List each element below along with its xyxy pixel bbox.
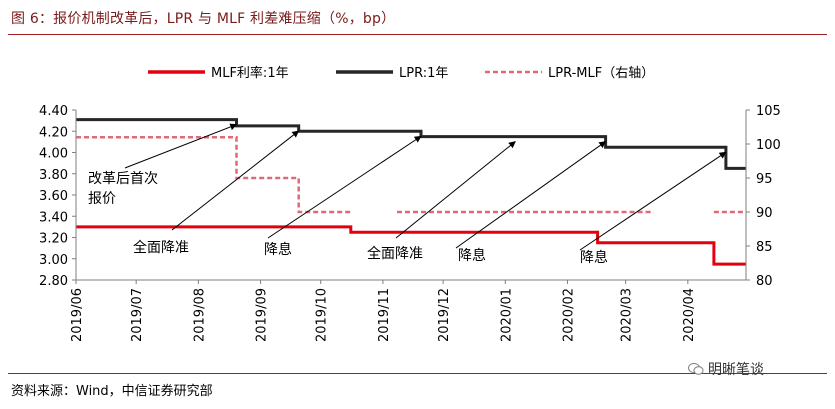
x-tick-label: 2019/12 bbox=[437, 288, 452, 342]
figure-title: 图 6：报价机制改革后，LPR 与 MLF 利差难压缩（%，bp） bbox=[11, 11, 396, 27]
y-left-tick-label: 2.80 bbox=[39, 274, 68, 289]
x-tick-label: 2020/01 bbox=[499, 288, 514, 342]
legend-label-0: MLF利率:1年 bbox=[211, 65, 289, 81]
y-left-tick-label: 4.00 bbox=[39, 147, 68, 162]
series-line-0 bbox=[76, 225, 746, 266]
y-left-tick-label: 3.80 bbox=[39, 168, 68, 183]
footer-rule bbox=[8, 373, 827, 374]
y-left-tick-label: 3.00 bbox=[39, 253, 68, 268]
annotation-label-3: 全面降准 bbox=[367, 245, 423, 262]
axes-layer: 4.40 4.20 4.00 3.80 3.60 3.40 3.20 3.00 2.80 105 1… bbox=[39, 104, 781, 342]
legend-label-2: LPR-MLF（右轴） bbox=[548, 66, 654, 81]
annotation-label-0: 改革后首次 bbox=[88, 171, 158, 187]
x-tick-label: 2019/07 bbox=[130, 288, 145, 342]
source-note: 资料来源：Wind，中信证券研究部 bbox=[11, 384, 213, 399]
x-tick-label: 2019/10 bbox=[315, 288, 330, 342]
annotation-label-1: 全面降准 bbox=[133, 239, 189, 256]
annotation-label-2: 降息 bbox=[264, 241, 292, 258]
x-tick-label: 2019/09 bbox=[255, 288, 270, 342]
y-right-tick-label: 80 bbox=[756, 274, 773, 289]
legend: MLF利率:1年 LPR:1年 LPR-MLF（右轴） bbox=[148, 65, 654, 81]
y-right-tick-label: 95 bbox=[756, 172, 773, 187]
y-left-tick-label: 4.20 bbox=[39, 125, 68, 140]
x-tick-label: 2019/08 bbox=[192, 288, 207, 342]
y-right-tick-label: 100 bbox=[756, 138, 781, 153]
x-tick-label: 2019/06 bbox=[70, 288, 85, 342]
watermark: 明晰笔谈 bbox=[708, 362, 764, 378]
annotation-arrow-2 bbox=[267, 135, 422, 239]
wechat-icon bbox=[688, 362, 704, 375]
title-rule bbox=[8, 34, 827, 35]
annotation-label-0: 报价 bbox=[88, 191, 116, 207]
y-left-tick-label: 3.40 bbox=[39, 210, 68, 225]
series-line-1 bbox=[76, 118, 746, 170]
x-tick-label: 2020/04 bbox=[682, 288, 697, 342]
annotation-arrow-0 bbox=[124, 123, 238, 169]
y-left-tick-label: 3.20 bbox=[39, 232, 68, 247]
legend-label-1: LPR:1年 bbox=[399, 66, 448, 81]
y-left-tick-label: 4.40 bbox=[39, 104, 68, 119]
annotation-arrow-1 bbox=[171, 130, 300, 231]
annotation-arrow-4 bbox=[455, 141, 607, 249]
x-tick-label: 2020/02 bbox=[561, 288, 576, 342]
annotation-arrow-5 bbox=[579, 151, 727, 251]
y-left-tick-label: 3.60 bbox=[39, 189, 68, 204]
annotation-label-5: 降息 bbox=[580, 249, 608, 266]
x-tick-label: 2019/11 bbox=[377, 288, 392, 342]
annotation-arrow-3 bbox=[395, 141, 516, 239]
x-tick-label: 2020/03 bbox=[620, 288, 635, 342]
y-right-tick-label: 90 bbox=[756, 206, 773, 221]
y-right-tick-label: 105 bbox=[756, 104, 781, 119]
annotation-label-4: 降息 bbox=[458, 247, 486, 264]
y-right-tick-label: 85 bbox=[756, 240, 773, 255]
